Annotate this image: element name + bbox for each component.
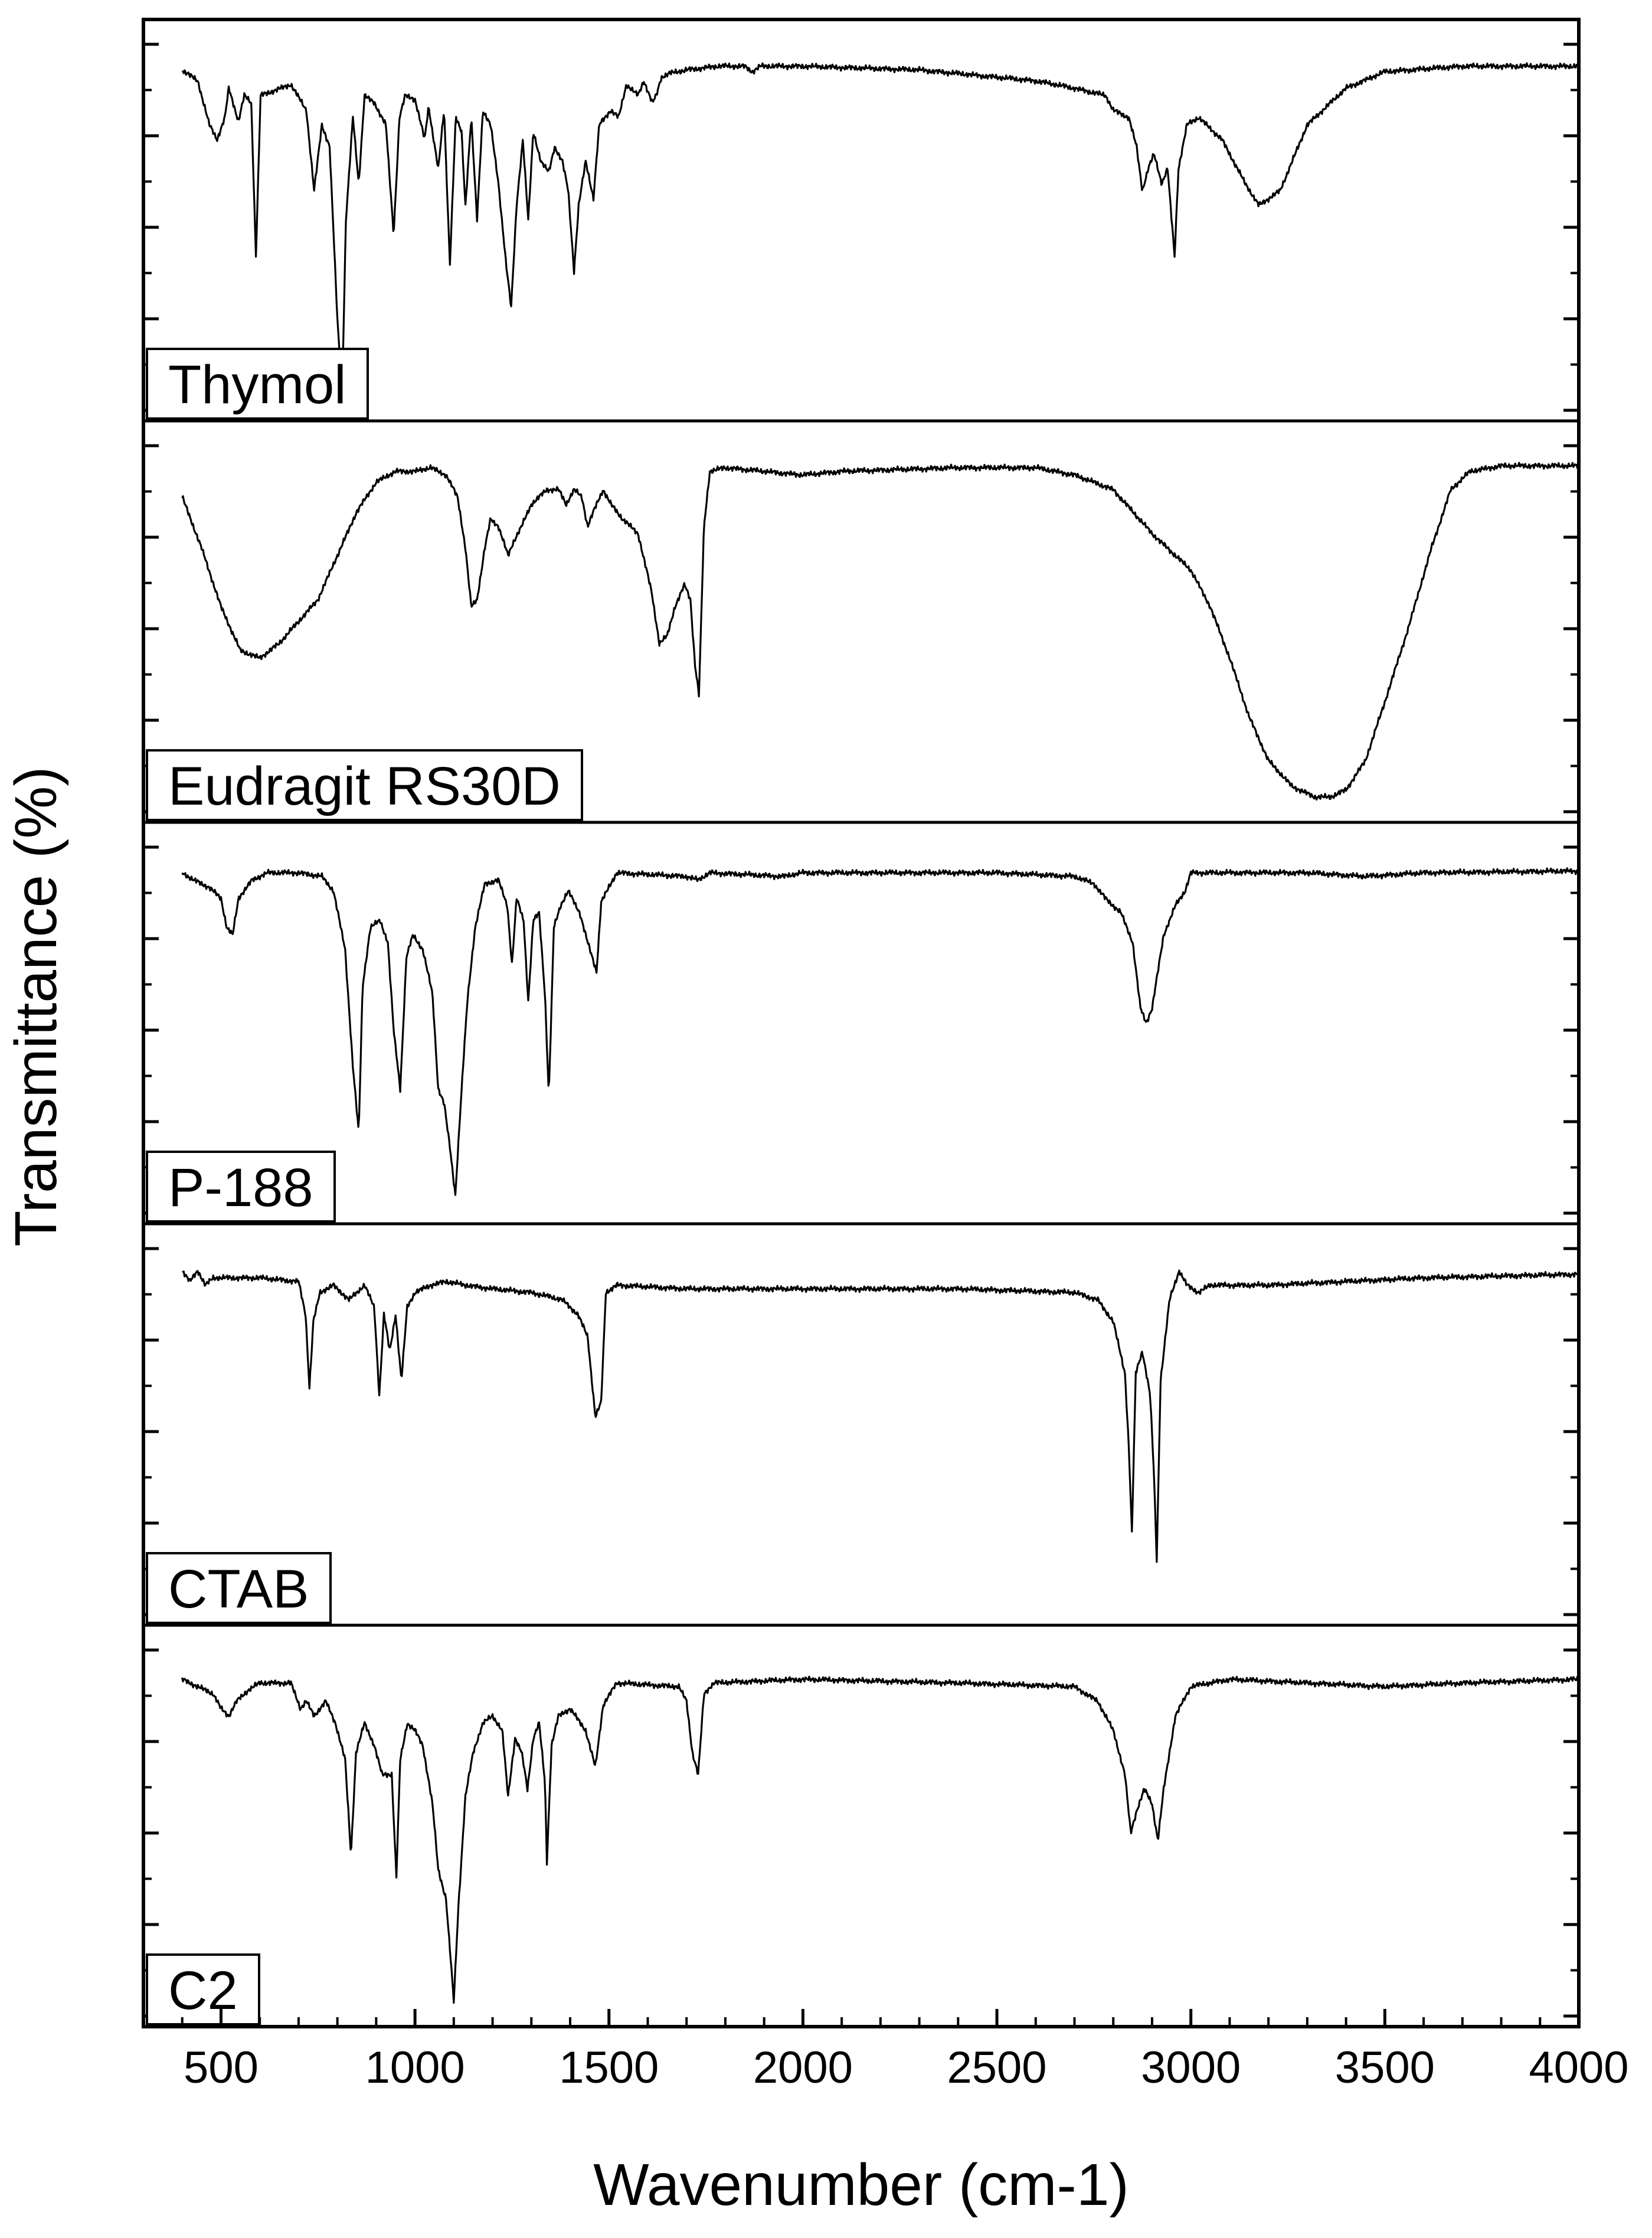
spectrum-line (181, 1675, 1580, 2004)
panel-ctab: CTAB (143, 1222, 1580, 1624)
sample-label-box (146, 348, 369, 420)
x-tick-label: 3000 (1141, 2043, 1241, 2093)
panel-eudragit-rs30d: Eudragit RS30D (143, 419, 1580, 821)
sample-label: Thymol (168, 355, 346, 415)
x-tick-label: 1000 (365, 2043, 465, 2093)
x-tick-label: 2500 (947, 2043, 1047, 2093)
panel-p-188: P-188 (143, 821, 1579, 1223)
x-tick-label: 2000 (753, 2043, 853, 2093)
x-axis-label: Wavenumber (cm-1) (593, 2152, 1129, 2218)
sample-label-box (146, 1552, 332, 1624)
sample-label-box (146, 1953, 260, 2025)
sample-label-box (146, 749, 583, 821)
spectrum-line (181, 462, 1580, 801)
panel-c2: C2 (143, 1623, 1580, 2025)
y-axis-label: Transmittance (%) (3, 766, 69, 1246)
spectrum-line (182, 1269, 1580, 1563)
x-tick-label: 1500 (559, 2043, 659, 2093)
sample-label: P-188 (168, 1158, 313, 1218)
x-tick-label: 4000 (1529, 2043, 1628, 2093)
panels-layer: Thymol Eudragit RS30D P-188 CTAB C2 (143, 43, 1580, 2025)
panel-thymol: Thymol (143, 43, 1580, 420)
x-tick-label: 500 (184, 2043, 259, 2093)
x-axis: 500 1000 1500 2000 2500 3000 3500 4000 (181, 2009, 1629, 2093)
x-tick-label: 3500 (1335, 2043, 1435, 2093)
plot-frame (142, 18, 1581, 2028)
spectrum-line (181, 62, 1580, 397)
spectrum-line (181, 867, 1579, 1196)
sample-label: CTAB (168, 1559, 309, 1619)
sample-label-box (146, 1151, 336, 1223)
sample-label: C2 (168, 1961, 238, 2021)
sample-label: Eudragit RS30D (168, 756, 561, 816)
